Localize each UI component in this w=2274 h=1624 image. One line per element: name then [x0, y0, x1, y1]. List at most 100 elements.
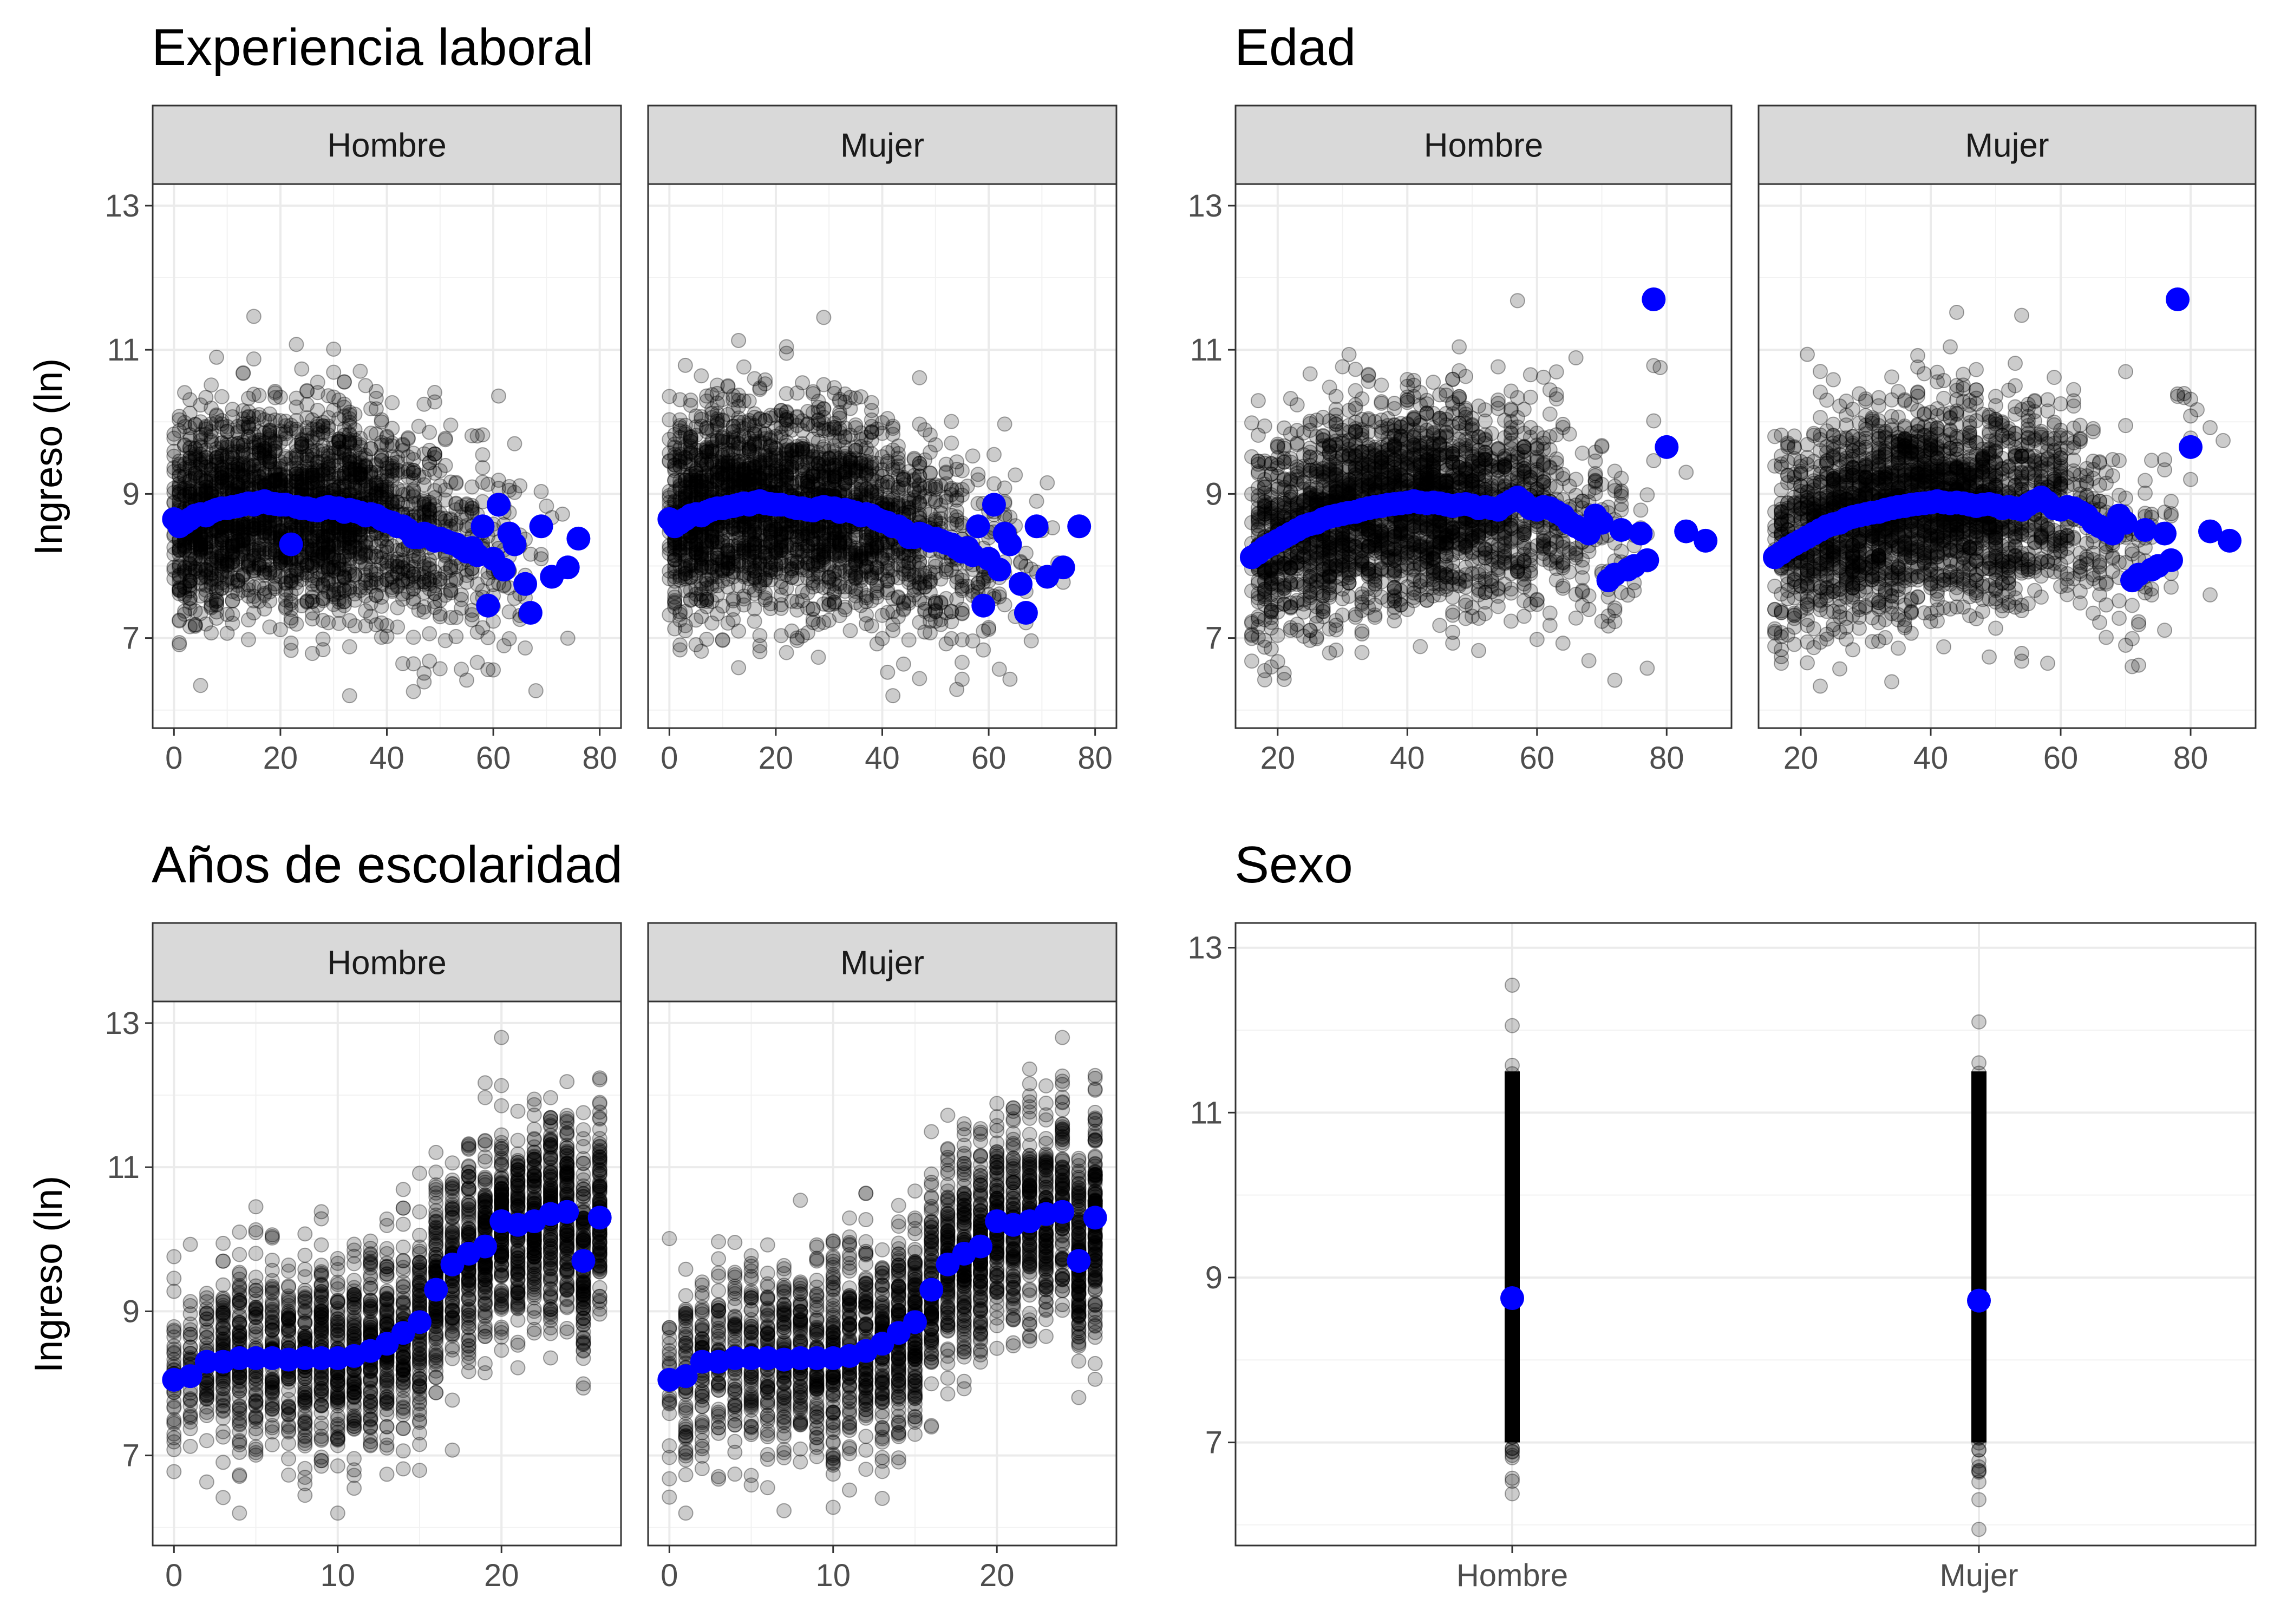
observation-point: [219, 557, 235, 573]
observation-point: [299, 410, 315, 425]
observation-point: [454, 600, 469, 616]
observation-point: [416, 665, 432, 681]
mean-point: [513, 572, 538, 596]
observation-point: [304, 646, 320, 662]
observation-point: [177, 536, 192, 552]
observation-point: [342, 531, 357, 546]
observation-point: [731, 333, 747, 349]
observation-point: [795, 375, 811, 391]
observation-point: [347, 477, 363, 493]
observation-point: [236, 520, 251, 535]
observation-point: [896, 656, 911, 672]
observation-point: [278, 418, 293, 434]
observation-point: [182, 547, 198, 562]
observation-point: [443, 558, 459, 574]
observation-point: [236, 468, 251, 483]
observation-point: [310, 462, 325, 477]
observation-point: [715, 632, 730, 648]
observation-point: [246, 518, 262, 533]
y-tick-label: 9: [122, 476, 140, 512]
observation-point: [177, 586, 192, 602]
observation-point: [193, 678, 208, 693]
observation-point: [688, 637, 704, 653]
observation-point: [528, 683, 544, 698]
mean-point: [476, 593, 500, 618]
observation-point: [922, 427, 938, 443]
observation-point: [726, 388, 741, 404]
observation-point: [880, 664, 896, 680]
observation-point: [204, 592, 219, 608]
observation-point: [662, 389, 677, 404]
observation-point: [454, 662, 469, 677]
observation-point: [384, 463, 400, 479]
observation-point: [768, 441, 783, 456]
observation-point: [363, 579, 379, 594]
observation-point: [321, 536, 336, 552]
title-escolaridad: Años de escolaridad: [152, 836, 623, 894]
observation-point: [240, 520, 256, 535]
observation-point: [193, 576, 208, 592]
observation-point: [443, 573, 459, 588]
observation-point: [177, 480, 192, 496]
y-tick-label: 11: [107, 332, 140, 368]
observation-point: [747, 434, 762, 449]
observation-point: [827, 380, 842, 396]
observation-point: [427, 394, 442, 410]
observation-point: [272, 555, 288, 571]
observation-point: [677, 618, 693, 633]
observation-point: [991, 662, 1007, 677]
observation-point: [336, 446, 352, 461]
observation-point: [257, 601, 272, 617]
observation-point: [432, 609, 448, 625]
observation-point: [299, 467, 315, 483]
observation-point: [384, 495, 400, 511]
observation-point: [464, 612, 480, 628]
observation-point: [299, 397, 315, 412]
observation-point: [384, 455, 400, 471]
observation-point: [214, 545, 230, 561]
observation-point: [395, 572, 410, 588]
observation-point: [949, 517, 965, 533]
observation-point: [379, 539, 395, 555]
observation-point: [272, 454, 288, 470]
observation-point: [257, 541, 272, 557]
observation-point: [240, 612, 256, 628]
observation-point: [236, 525, 251, 540]
observation-point: [469, 654, 485, 670]
observation-point: [336, 475, 352, 491]
observation-point: [374, 489, 389, 505]
observation-point: [432, 571, 448, 587]
observation-point: [779, 345, 794, 361]
observation-point: [182, 556, 198, 572]
observation-point: [193, 562, 208, 578]
observation-point: [422, 442, 437, 458]
observation-point: [310, 552, 325, 567]
observation-point: [177, 603, 192, 619]
observation-point: [869, 636, 885, 652]
observation-point: [225, 468, 240, 483]
observation-point: [469, 428, 485, 444]
observation-point: [427, 586, 442, 601]
observation-point: [240, 559, 256, 575]
observation-point: [1013, 554, 1029, 569]
observation-point: [358, 473, 374, 489]
observation-point: [832, 608, 847, 624]
observation-point: [240, 404, 256, 420]
observation-point: [368, 485, 384, 501]
observation-point: [400, 564, 416, 579]
observation-point: [326, 587, 342, 603]
observation-point: [166, 426, 182, 442]
observation-point: [166, 546, 182, 562]
observation-point: [219, 477, 235, 493]
observation-point: [193, 430, 208, 446]
mean-point: [492, 558, 516, 582]
observation-point: [448, 495, 464, 511]
observation-point: [390, 600, 406, 615]
x-tick-label: 0: [165, 741, 182, 776]
observation-point: [347, 540, 363, 555]
observation-point: [384, 569, 400, 585]
observation-point: [507, 436, 522, 451]
observation-point: [475, 460, 491, 475]
observation-point: [342, 613, 357, 628]
observation-point: [225, 456, 240, 472]
